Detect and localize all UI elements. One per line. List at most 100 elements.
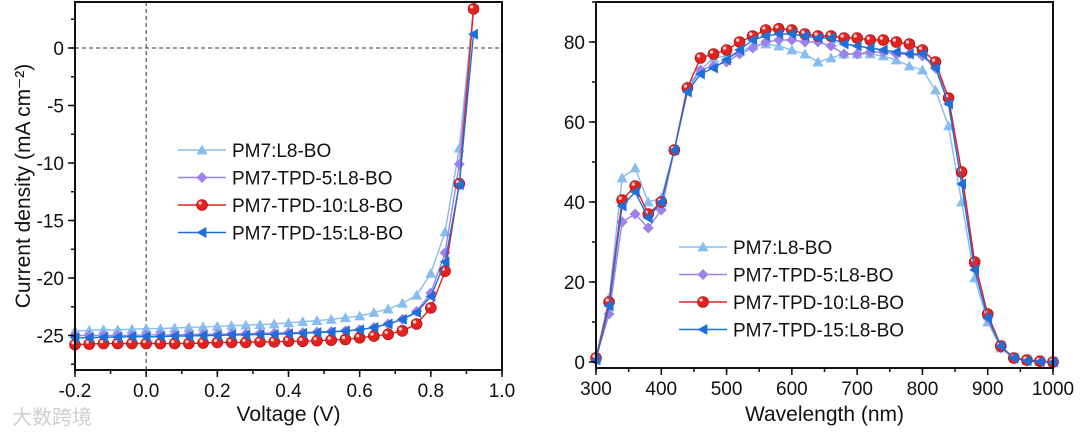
data-point-highlight <box>284 337 289 341</box>
data-point-diamond <box>629 208 641 220</box>
series-pm7-tpd-15-l8-bo <box>590 28 1058 368</box>
data-point-triangle-left <box>311 327 322 339</box>
x-tick-label: 0.0 <box>133 381 159 402</box>
data-point-highlight <box>699 298 703 302</box>
data-point-diamond <box>747 42 759 54</box>
x-tick-label: 0.6 <box>346 381 372 402</box>
data-point-highlight <box>722 46 727 50</box>
data-point-triangle-left <box>140 331 151 343</box>
data-point-highlight <box>198 201 202 205</box>
data-point-highlight <box>313 337 317 341</box>
data-point-triangle <box>240 319 252 330</box>
data-point-triangle <box>183 321 195 332</box>
data-point-highlight <box>879 36 883 40</box>
data-point-triangle-left <box>697 324 708 335</box>
data-point-highlight <box>814 32 818 36</box>
data-point-triangle <box>140 323 152 333</box>
x-tick-label: 0.2 <box>204 381 230 402</box>
y-axis-label: Current density (mA cm⁻²) <box>12 64 35 308</box>
y-tick-label: 20 <box>564 273 585 294</box>
data-point-highlight <box>840 34 844 38</box>
data-point-triangle-left <box>655 196 666 208</box>
data-point-circle <box>410 318 423 330</box>
data-point-highlight <box>696 54 701 58</box>
data-point-highlight <box>618 196 622 200</box>
legend-label: PM7-TPD-15:L8-BO <box>733 321 904 342</box>
data-point-triangle-left <box>760 30 771 42</box>
data-point-highlight <box>905 40 910 44</box>
data-point-triangle-left <box>603 300 614 312</box>
data-point-triangle <box>629 162 641 173</box>
data-point-highlight <box>709 50 714 54</box>
data-point-triangle <box>154 323 166 333</box>
data-point-triangle-left <box>668 144 679 156</box>
data-point-highlight <box>270 338 274 342</box>
data-point-highlight <box>788 26 792 30</box>
data-point-triangle <box>211 320 223 331</box>
data-point-triangle-left <box>982 312 993 324</box>
data-point-triangle <box>169 322 181 333</box>
eqe-panel: PM7:L8-BO PM7-TPD-5:L8-BO PM7-TPD-10:L8-BO… <box>564 1 1074 426</box>
x-tick-label: 0.4 <box>275 381 302 402</box>
data-point-triangle <box>112 324 124 335</box>
y-tick-label: -25 <box>37 327 64 348</box>
x-tick-label: 0.8 <box>418 381 444 402</box>
data-point-triangle-left <box>254 328 265 340</box>
x-axis-label: Wavelength (nm) <box>745 403 904 426</box>
data-point-triangle-left <box>877 44 888 56</box>
data-point-circle <box>382 328 394 341</box>
data-point-triangle-left <box>812 32 823 44</box>
data-point-highlight <box>327 336 331 340</box>
data-point-highlight <box>227 338 232 343</box>
x-tick-label: 600 <box>776 379 808 400</box>
data-point-highlight <box>185 339 189 344</box>
data-point-triangle-left <box>396 313 407 325</box>
data-point-highlight <box>683 84 688 88</box>
data-point-triangle-left <box>943 98 953 110</box>
data-point-triangle <box>943 120 955 131</box>
data-point-triangle-left <box>642 212 653 224</box>
y-tick-label: 60 <box>564 113 585 134</box>
data-point-highlight <box>142 339 146 344</box>
data-point-triangle <box>425 267 437 278</box>
data-point-triangle-left <box>786 28 797 40</box>
x-tick-label: 700 <box>841 379 873 400</box>
x-tick-label: -0.2 <box>59 381 92 402</box>
data-point-triangle <box>903 60 915 71</box>
data-point-highlight <box>827 32 831 36</box>
data-point-highlight <box>242 338 246 343</box>
data-point-highlight <box>199 339 203 343</box>
data-point-highlight <box>256 338 260 342</box>
data-point-triangle <box>197 321 209 332</box>
data-point-triangle <box>825 52 837 63</box>
jv-panel: PM7:L8-BO PM7-TPD-5:L8-BO PM7-TPD-10:L8-BO… <box>12 1 515 426</box>
x-tick-label: 900 <box>972 379 1004 400</box>
data-point-triangle-left <box>339 325 350 337</box>
data-point-circle <box>890 36 903 48</box>
data-point-triangle-left <box>354 324 365 336</box>
data-point-triangle-left <box>411 307 421 318</box>
data-point-circle <box>196 199 208 211</box>
data-point-triangle-left <box>851 40 862 52</box>
data-point-triangle-left <box>183 330 194 342</box>
data-point-triangle-left <box>211 330 222 341</box>
data-point-circle <box>467 3 480 15</box>
x-axis-label: Voltage (V) <box>237 403 341 426</box>
data-point-triangle <box>929 84 941 95</box>
data-point-triangle-left <box>694 68 705 80</box>
data-point-triangle-left <box>773 28 784 40</box>
y-tick-label: 40 <box>564 193 585 214</box>
data-point-triangle-left <box>903 48 914 60</box>
data-point-highlight <box>866 36 870 40</box>
data-point-triangle <box>382 303 394 314</box>
data-point-triangle <box>97 324 109 335</box>
data-point-highlight <box>99 339 104 344</box>
data-point-highlight <box>762 26 766 30</box>
data-point-highlight <box>370 332 374 336</box>
data-point-highlight <box>114 339 118 344</box>
data-point-circle <box>425 302 437 314</box>
data-point-triangle-left <box>681 86 692 98</box>
x-tick-label: 800 <box>907 379 939 400</box>
